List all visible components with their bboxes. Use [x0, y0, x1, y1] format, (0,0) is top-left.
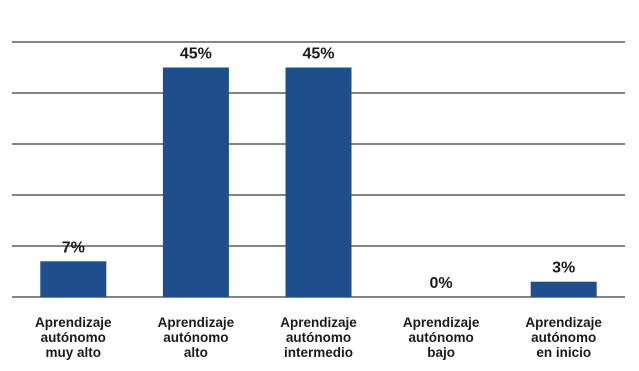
x-tick-label-5: Aprendizaje autónomo en inicio	[525, 315, 602, 360]
x-tick-label-5-line-1: Aprendizaje	[525, 315, 602, 330]
x-tick-label-4-line-3: bajo	[427, 345, 455, 360]
x-tick-label-4: Aprendizaje autónomo bajo	[403, 315, 480, 360]
value-labels-layer: 7% 45% 45% 0% 3%	[62, 46, 576, 293]
bar-3	[285, 67, 352, 297]
x-tick-label-1-line-1: Aprendizaje	[35, 315, 112, 330]
data-label-3: 45%	[302, 46, 334, 63]
data-label-2: 45%	[180, 46, 212, 63]
x-tick-label-3: Aprendizaje autónomo intermedio	[280, 315, 357, 360]
x-tick-label-1-line-3: muy alto	[46, 345, 102, 360]
bar-2	[162, 67, 229, 297]
x-tick-label-4-line-1: Aprendizaje	[403, 315, 480, 330]
x-tick-label-2-line-3: alto	[184, 345, 208, 360]
bar-1	[40, 261, 107, 297]
x-tick-label-3-line-3: intermedio	[284, 345, 353, 360]
bar-5	[530, 281, 597, 297]
x-tick-label-5-line-3: en inicio	[536, 345, 591, 360]
x-tick-label-2: Aprendizaje autónomo alto	[158, 315, 235, 360]
x-tick-label-5-line-2: autónomo	[531, 330, 596, 345]
bars-layer	[40, 67, 597, 297]
x-tick-label-1-line-2: autónomo	[41, 330, 106, 345]
data-label-1: 7%	[62, 239, 85, 256]
data-label-4: 0%	[430, 275, 453, 292]
x-tick-label-2-line-2: autónomo	[163, 330, 228, 345]
x-tick-label-3-line-1: Aprendizaje	[280, 315, 357, 330]
x-tick-label-3-line-2: autónomo	[286, 330, 351, 345]
x-tick-label-4-line-2: autónomo	[408, 330, 473, 345]
data-label-5: 3%	[552, 260, 575, 277]
x-tick-label-2-line-1: Aprendizaje	[158, 315, 235, 330]
x-tick-label-1: Aprendizaje autónomo muy alto	[35, 315, 112, 360]
